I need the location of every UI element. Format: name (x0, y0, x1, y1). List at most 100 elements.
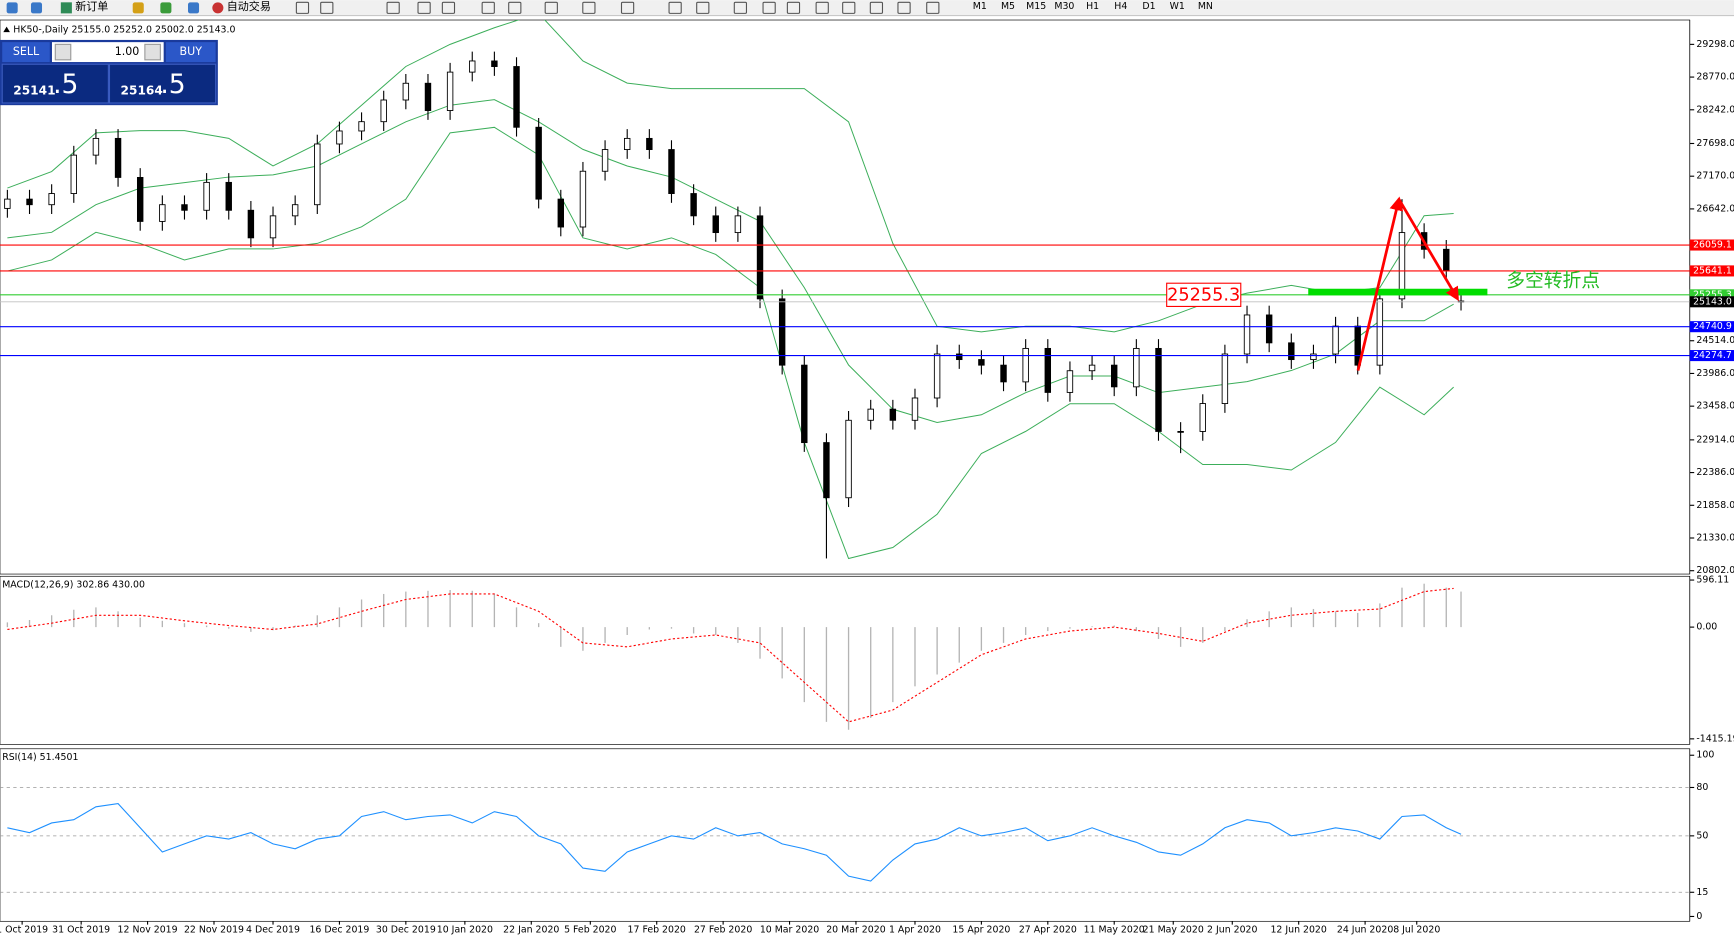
toolbar-icon[interactable] (386, 1, 400, 14)
x-tick-label: 30 Dec 2019 (376, 925, 436, 936)
rsi-line (7, 803, 1462, 882)
toolbar-icon[interactable] (295, 1, 310, 14)
auto-trading-button[interactable]: 自动交易 (227, 0, 271, 13)
sell-button[interactable] (2, 42, 50, 63)
candle-body (579, 170, 587, 228)
toolbar-icon[interactable] (762, 1, 776, 14)
toolbar-icon[interactable] (620, 1, 635, 14)
period-button[interactable]: W1 (1170, 1, 1185, 12)
x-tick-label: 27 Apr 2020 (1019, 925, 1077, 936)
candle-body (1443, 248, 1450, 272)
toolbar-icon[interactable] (481, 1, 495, 14)
toolbar-icon[interactable] (417, 1, 431, 14)
period-button[interactable]: H4 (1114, 1, 1127, 12)
buy-price-box[interactable] (108, 63, 217, 104)
auto-trading-icon[interactable] (212, 2, 224, 14)
toolbar-icon[interactable] (132, 2, 144, 14)
period-button[interactable]: M15 (1026, 1, 1046, 12)
toolbar-icon[interactable] (869, 1, 884, 14)
candle-body (92, 137, 100, 156)
buy-button[interactable] (165, 42, 216, 63)
toolbar-icon[interactable] (897, 1, 911, 14)
candle-body (911, 397, 919, 421)
turning-zone (1308, 288, 1488, 296)
toolbar-icon[interactable] (441, 1, 456, 14)
candle-body (557, 198, 565, 228)
x-tick-label: 1 Apr 2020 (889, 925, 941, 936)
toolbar-icon[interactable] (582, 1, 596, 14)
level-tag (1689, 350, 1734, 362)
toolbar-icon[interactable] (842, 1, 856, 14)
x-tick-label: 15 Apr 2020 (952, 925, 1010, 936)
y-tick-label: -1415.19 (1696, 733, 1734, 744)
x-tick-label: 1 Oct 2019 (0, 925, 48, 936)
period-button[interactable]: D1 (1142, 1, 1155, 12)
level-label: 25641.1 (1693, 265, 1732, 276)
candle-body (1111, 364, 1118, 388)
candle-body (1288, 342, 1295, 361)
period-button[interactable]: H1 (1086, 1, 1099, 12)
x-tick-label: 20 Mar 2020 (826, 925, 885, 936)
sell-price-box[interactable] (1, 63, 109, 104)
candle-body (181, 204, 188, 211)
candle-body (1310, 353, 1317, 361)
toolbar-icon[interactable] (160, 2, 172, 14)
volume-up[interactable] (144, 43, 161, 61)
candle-body (535, 126, 542, 200)
sell-price[interactable]: 25141 (13, 83, 55, 97)
toolbar-icon[interactable] (6, 2, 18, 14)
toolbar-icon[interactable] (815, 1, 829, 14)
toolbar-icon[interactable] (668, 1, 682, 14)
candle-body (358, 121, 365, 132)
candle-body (469, 60, 476, 73)
chart-title: RSI(14) 51.4501 (2, 752, 78, 763)
x-tick-label: 16 Dec 2019 (309, 925, 369, 936)
x-tick-label: 12 Nov 2019 (118, 925, 178, 936)
period-button[interactable]: MN (1198, 1, 1213, 12)
candle-body (690, 193, 697, 217)
candle-body (336, 130, 343, 145)
volume-box[interactable] (51, 42, 164, 63)
candle-body (491, 60, 498, 67)
level-tag (1689, 265, 1734, 277)
toolbar-icon[interactable] (508, 1, 522, 14)
sell-label[interactable]: SELL (13, 45, 40, 58)
candle-body (778, 298, 786, 366)
candle-body (601, 149, 609, 172)
toolbar-icon[interactable] (696, 1, 710, 14)
volume-down[interactable] (54, 43, 72, 61)
toolbar-icon[interactable] (544, 1, 558, 14)
period-button[interactable]: M1 (973, 1, 987, 12)
y-tick-label: 28242.0 (1696, 104, 1734, 115)
candle-body (247, 209, 255, 239)
toolbar-icon[interactable] (187, 2, 200, 14)
buy-label[interactable]: BUY (180, 45, 203, 58)
price-annotation-box (1166, 282, 1242, 307)
level-tag (1689, 239, 1734, 251)
toolbar-icon[interactable] (926, 1, 940, 14)
period-button[interactable]: M5 (1001, 1, 1015, 12)
toolbar-icon[interactable] (733, 1, 748, 14)
toolbar-icon[interactable] (786, 1, 801, 14)
candle-body (867, 408, 874, 421)
toolbar-icon[interactable] (30, 2, 43, 14)
buy-price[interactable]: 25164 (121, 83, 163, 97)
new-order-button[interactable]: 新订单 (75, 0, 108, 13)
period-button[interactable]: M30 (1054, 1, 1074, 12)
panel (0, 19, 1691, 575)
y-tick-label: 100 (1696, 750, 1714, 761)
candle-body (291, 204, 299, 217)
x-tick-label: 24 Jun 2020 (1337, 925, 1393, 936)
y-tick-label: 21858.0 (1696, 500, 1734, 511)
candle-body (225, 181, 232, 211)
title-marker (3, 26, 10, 33)
sell-pips[interactable]: .5 (53, 69, 78, 100)
new-order-icon[interactable] (60, 2, 72, 14)
candle-body (956, 353, 963, 361)
buy-pips[interactable]: .5 (160, 69, 185, 100)
x-tick-label: 11 May 2020 (1084, 925, 1145, 936)
toolbar-icon[interactable] (320, 1, 334, 14)
candle-body (1221, 353, 1229, 405)
volume-value[interactable]: 1.00 (115, 45, 140, 58)
